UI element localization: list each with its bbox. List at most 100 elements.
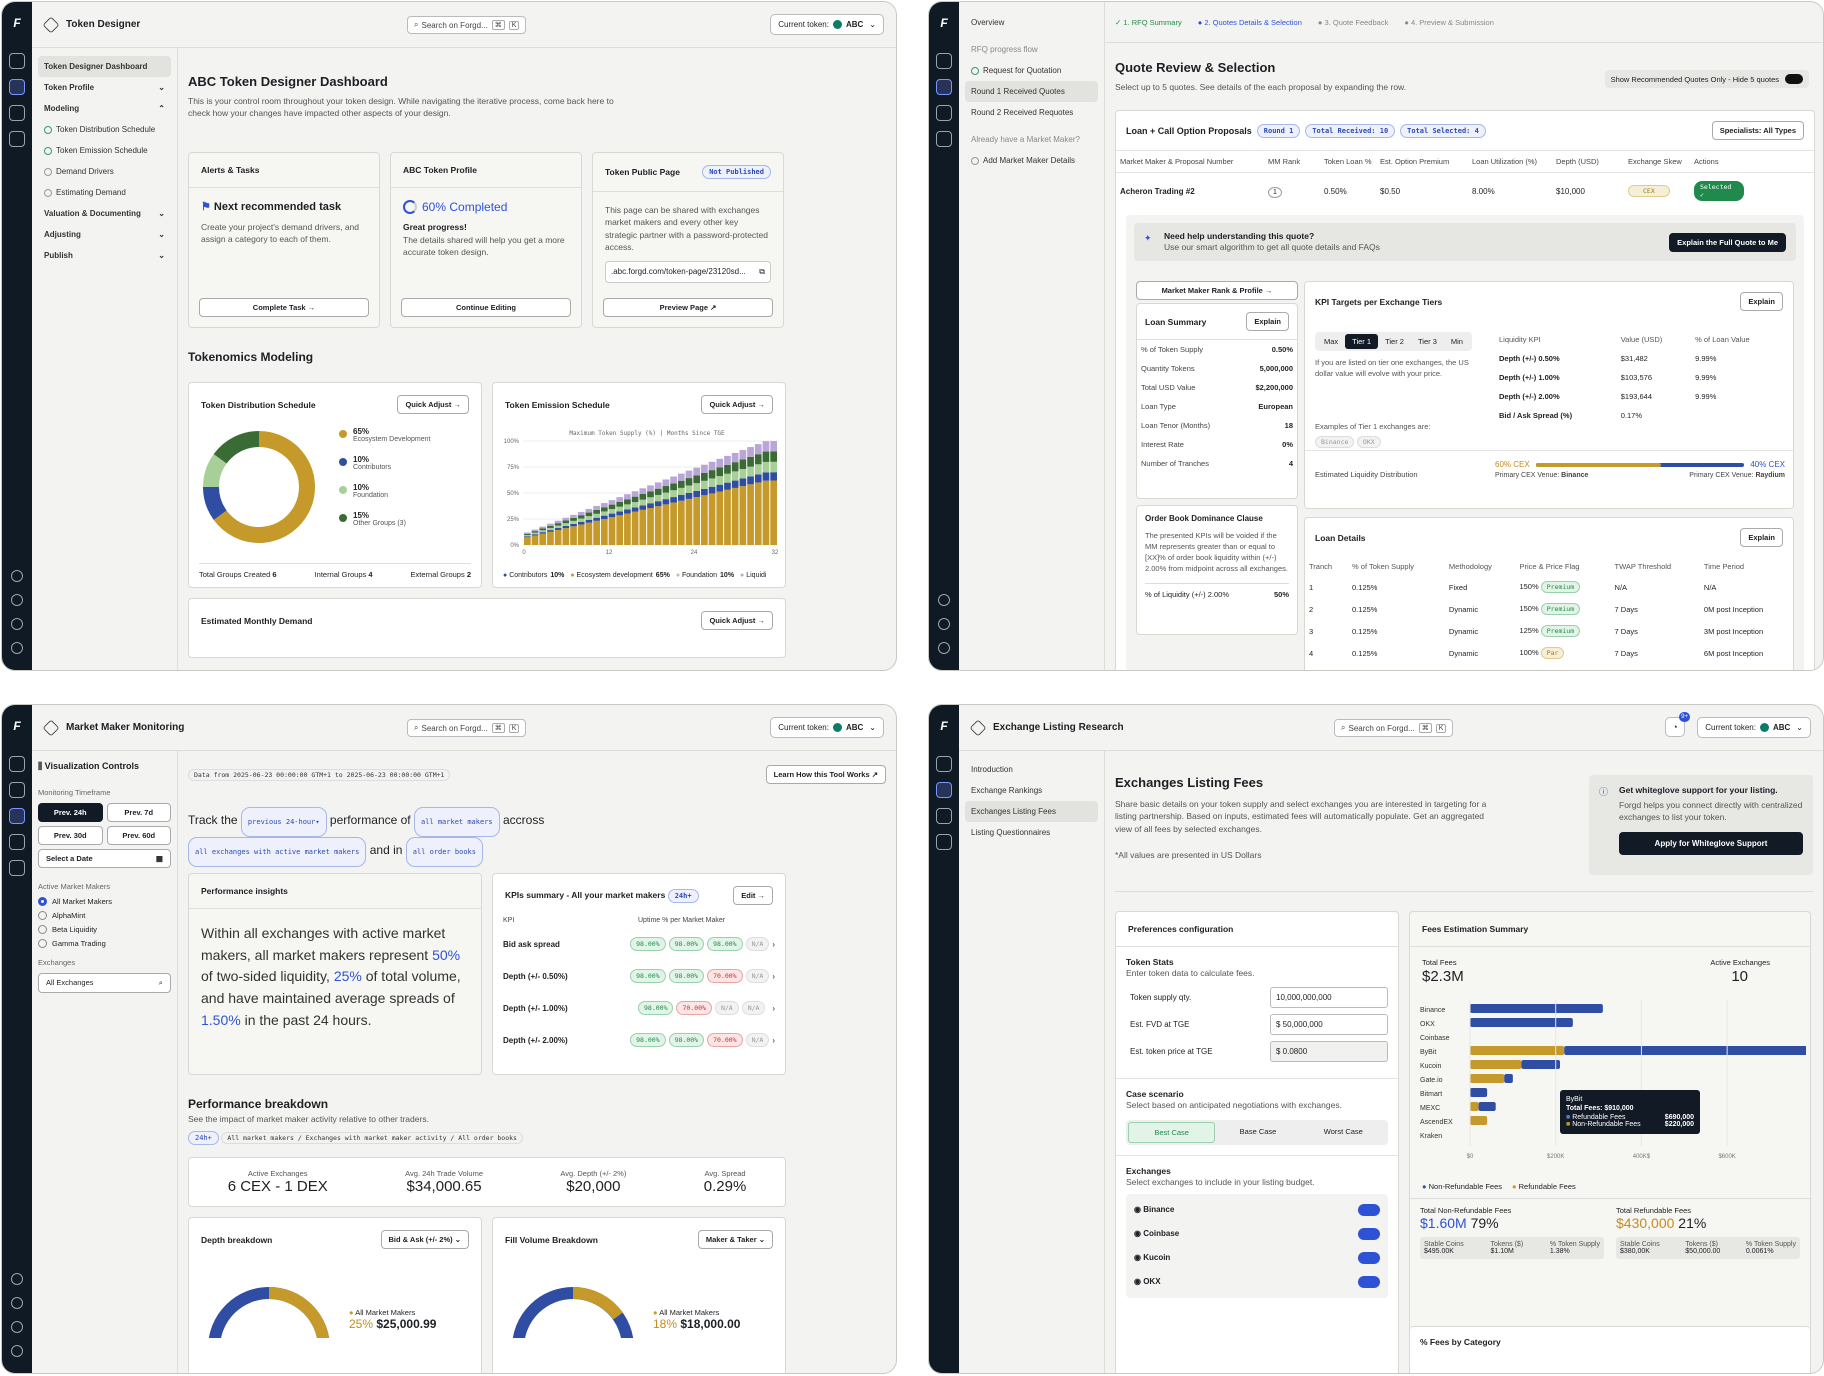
tier-tab[interactable]: Tier 3	[1417, 337, 1437, 346]
token-icon[interactable]	[9, 808, 25, 824]
exchange-switch[interactable]	[1358, 1227, 1380, 1240]
sidebar-item[interactable]: Listing Questionnaires	[965, 822, 1098, 843]
kpi-row[interactable]: Depth (+/- 2.00%) 98.00% 98.00% 70.00% N/A ›	[503, 1024, 775, 1056]
chat-icon[interactable]	[11, 1297, 23, 1309]
fee-bar[interactable]	[1470, 1004, 1603, 1013]
depth-select[interactable]: Bid & Ask (+/- 2%) ⌄	[380, 1230, 469, 1249]
sidebar-item[interactable]: Publish ⌄	[38, 245, 171, 266]
fee-bar[interactable]	[1521, 1060, 1560, 1069]
sidebar-item[interactable]: Valuation & Documenting ⌄	[38, 203, 171, 224]
logout-icon[interactable]	[11, 642, 23, 654]
mm-radio[interactable]: All Market Makers	[38, 897, 171, 906]
timeframe-button[interactable]: Prev. 60d	[106, 826, 171, 845]
quick-adjust-button[interactable]: Quick Adjust →	[701, 395, 773, 414]
token-icon[interactable]	[9, 79, 25, 95]
chat-icon[interactable]	[938, 618, 950, 630]
home-icon[interactable]	[936, 756, 952, 772]
sidebar-item[interactable]: Round 1 Received Quotes	[965, 81, 1098, 102]
home-icon[interactable]	[9, 53, 25, 69]
case-tab[interactable]: Worst Case	[1323, 1126, 1363, 1136]
recommended-toggle[interactable]: Show Recommended Quotes Only - Hide 5 qu…	[1604, 70, 1809, 88]
calendar-icon[interactable]	[936, 834, 952, 850]
sidebar-item[interactable]: Add Market Maker Details	[965, 150, 1098, 171]
step-item[interactable]: ● 3. Quote Feedback	[1318, 18, 1388, 27]
copy-icon[interactable]: ⧉	[759, 267, 765, 277]
token-icon[interactable]	[936, 79, 952, 95]
preview-page-button[interactable]: Preview Page ↗	[603, 298, 773, 317]
tier-tab[interactable]: Max	[1324, 337, 1339, 346]
continue-editing-button[interactable]: Continue Editing	[401, 298, 571, 317]
home-icon[interactable]	[936, 53, 952, 69]
exchange-switch[interactable]	[1358, 1275, 1380, 1288]
field-input[interactable]: $ 0.0800	[1270, 1041, 1388, 1063]
timeframe-button[interactable]: Prev. 24h	[38, 803, 103, 822]
layers-icon[interactable]	[9, 105, 25, 121]
timeframe-chip[interactable]: previous 24-hour▾	[240, 807, 327, 837]
tier-tab[interactable]: Tier 1	[1345, 334, 1379, 349]
chat-icon[interactable]	[11, 594, 23, 606]
edit-button[interactable]: Edit →	[733, 886, 773, 905]
kpi-row[interactable]: Bid ask spread 98.00% 98.00% 98.00% N/A ›	[503, 928, 775, 960]
step-item[interactable]: ✓ 1. RFQ Summary	[1115, 18, 1182, 27]
token-icon[interactable]	[936, 782, 952, 798]
mm-chip[interactable]: all market makers	[413, 807, 500, 837]
fee-bar[interactable]	[1564, 1046, 1806, 1055]
mm-radio[interactable]: AlphaMint	[38, 911, 171, 920]
bell-icon[interactable]: ◔ 9+	[1665, 712, 1690, 737]
gear-icon[interactable]	[938, 642, 950, 654]
sidebar-item[interactable]: Round 2 Received Requotes	[965, 102, 1098, 123]
kpi-row[interactable]: Depth (+/- 1.00%) 98.00% 70.00% N/A N/A ›	[503, 992, 775, 1024]
orderbook-chip[interactable]: all order books	[405, 837, 483, 867]
sidebar-item[interactable]: Exchanges Listing Fees	[965, 801, 1098, 822]
tier-tab[interactable]: Tier 2	[1385, 337, 1404, 346]
layers-icon[interactable]	[936, 105, 952, 121]
layers-icon[interactable]	[936, 808, 952, 824]
apply-whiteglove-button[interactable]: Apply for Whiteglove Support	[1619, 831, 1803, 855]
swap-icon[interactable]	[9, 834, 25, 850]
mm-radio[interactable]: Gamma Trading	[38, 939, 171, 948]
fill-select[interactable]: Maker & Taker ⌄	[697, 1230, 773, 1249]
sidebar-item[interactable]: Token Profile ⌄	[38, 77, 171, 98]
mm-rank-button[interactable]: Market Maker Rank & Profile →	[1136, 281, 1298, 300]
kpi-row[interactable]: Depth (+/- 0.50%) 98.00% 98.00% 70.00% N/A ›	[503, 960, 775, 992]
timeframe-button[interactable]: Prev. 30d	[38, 826, 103, 845]
timeframe-button[interactable]: Prev. 7d	[106, 803, 171, 822]
sidebar-item[interactable]: Token Emission Schedule	[38, 140, 171, 161]
quick-adjust-button[interactable]: Quick Adjust →	[701, 611, 773, 630]
sidebar-item[interactable]: Already have a Market Maker?	[965, 129, 1098, 150]
fee-bar[interactable]	[1470, 1116, 1488, 1125]
explain-button[interactable]: Explain	[1740, 528, 1783, 547]
search-input[interactable]: ⌕ Search on Forgd... ⌘ K	[407, 719, 527, 737]
table-row[interactable]: Acheron Trading #2 1 0.50% $0.50 8.00% $10,00…	[1116, 173, 1814, 209]
select-date-button[interactable]: Select a Date ▦	[38, 849, 171, 868]
sidebar-item[interactable]: Introduction	[965, 759, 1098, 780]
tier-tab[interactable]: Min	[1450, 337, 1463, 346]
exchanges-chip[interactable]: all exchanges with active market makers	[188, 837, 367, 867]
sidebar-item[interactable]: Modeling ⌃	[38, 98, 171, 119]
token-selector[interactable]: Current token: ABC ⌄	[770, 14, 884, 35]
fee-bar[interactable]	[1478, 1102, 1496, 1111]
sidebar-item[interactable]: Request for Quotation	[965, 60, 1098, 81]
sidebar-item[interactable]: RFQ progress flow	[965, 39, 1098, 60]
calendar-icon[interactable]	[9, 131, 25, 147]
complete-task-button[interactable]: Complete Task →	[199, 298, 369, 317]
exchange-switch[interactable]	[1358, 1203, 1380, 1216]
fee-bar[interactable]	[1470, 1018, 1573, 1027]
sidebar-item[interactable]: Adjusting ⌄	[38, 224, 171, 245]
step-item[interactable]: ● 4. Preview & Submission	[1404, 18, 1494, 27]
sidebar-item[interactable]: Exchange Rankings	[965, 780, 1098, 801]
sidebar-item[interactable]: Overview	[965, 12, 1098, 33]
help-icon[interactable]	[11, 1273, 23, 1285]
step-item[interactable]: ● 2. Quotes Details & Selection	[1198, 18, 1302, 27]
toggle-switch[interactable]	[1785, 74, 1803, 84]
help-icon[interactable]	[11, 570, 23, 582]
fee-bar[interactable]	[1470, 1088, 1488, 1097]
fee-bar[interactable]	[1470, 1046, 1565, 1055]
sidebar-item[interactable]: Estimating Demand	[38, 182, 171, 203]
calendar-icon[interactable]	[936, 131, 952, 147]
explain-quote-button[interactable]: Explain the Full Quote to Me	[1669, 233, 1786, 252]
token-selector[interactable]: Current token: ABC ⌄	[1697, 717, 1811, 738]
sidebar-item[interactable]: Token Designer Dashboard	[38, 56, 171, 77]
quick-adjust-button[interactable]: Quick Adjust →	[397, 395, 469, 414]
logout-icon[interactable]	[11, 1345, 23, 1357]
